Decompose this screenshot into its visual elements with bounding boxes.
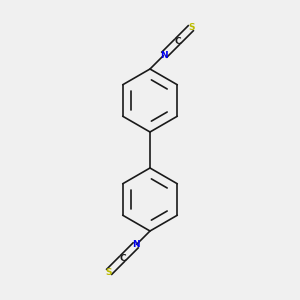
Text: C: C bbox=[119, 254, 126, 263]
Text: N: N bbox=[160, 51, 168, 60]
Text: C: C bbox=[174, 37, 181, 46]
Text: N: N bbox=[132, 240, 140, 249]
Text: S: S bbox=[188, 23, 195, 32]
Text: S: S bbox=[105, 268, 112, 277]
